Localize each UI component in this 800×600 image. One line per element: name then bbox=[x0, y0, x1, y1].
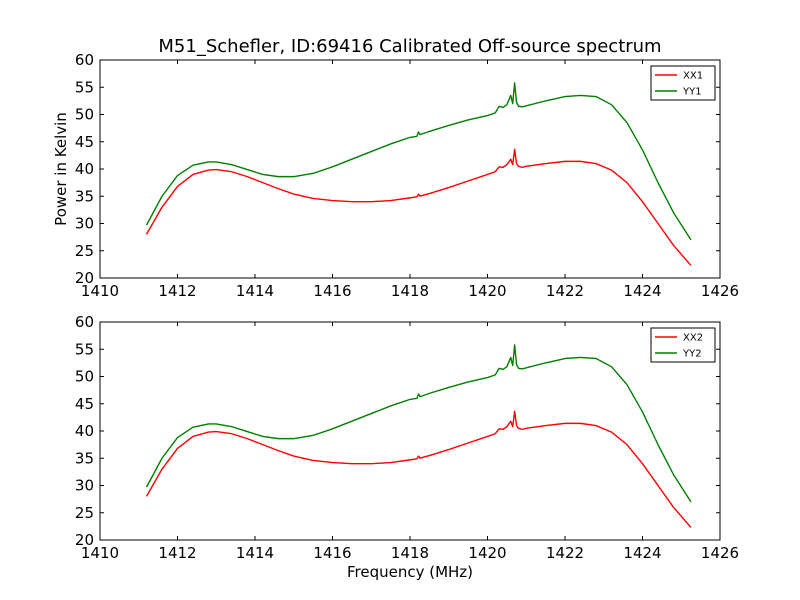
y-tick-label: 25 bbox=[75, 242, 94, 260]
x-tick-label: 1420 bbox=[468, 544, 506, 562]
y-tick-label: 30 bbox=[75, 215, 94, 233]
x-tick-label: 1412 bbox=[158, 544, 196, 562]
y-tick-label: 40 bbox=[75, 160, 94, 178]
legend-box bbox=[650, 65, 716, 101]
legend-box bbox=[650, 327, 716, 363]
y-tick-label: 45 bbox=[75, 395, 94, 413]
series-line-yy1 bbox=[145, 82, 692, 241]
legend-label-yy2: YY2 bbox=[682, 349, 702, 360]
x-tick-label: 1410 bbox=[81, 544, 119, 562]
x-tick-label: 1422 bbox=[546, 544, 584, 562]
x-tick-label: 1424 bbox=[623, 544, 661, 562]
x-tick-label: 1422 bbox=[546, 282, 584, 300]
chart-panel-2: 1410 1412 1414 1416 1418 1420 1422 1424 1426 20 25… bbox=[75, 313, 739, 581]
figure-title: M51_Schefler, ID:69416 Calibrated Off-so… bbox=[158, 36, 661, 57]
x-tick-label: 1418 bbox=[391, 544, 429, 562]
series-line-xx1 bbox=[145, 148, 692, 266]
y-tick-label: 40 bbox=[75, 422, 94, 440]
legend-label-xx2: XX2 bbox=[683, 333, 703, 344]
y-tick-label: 60 bbox=[75, 51, 94, 69]
y-tick-label: 50 bbox=[75, 368, 94, 386]
y-tick-label: 55 bbox=[75, 340, 94, 358]
x-tick-label: 1416 bbox=[313, 544, 351, 562]
x-tick-label: 1412 bbox=[158, 282, 196, 300]
y-tick-label: 45 bbox=[75, 133, 94, 151]
x-tick-label: 1410 bbox=[81, 282, 119, 300]
y-tick-label: 50 bbox=[75, 106, 94, 124]
y-tick-label: 20 bbox=[75, 531, 94, 549]
x-tick-label: 1426 bbox=[701, 544, 739, 562]
y-tick-label: 60 bbox=[75, 313, 94, 331]
y-tick-label: 55 bbox=[75, 78, 94, 96]
legend-label-xx1: XX1 bbox=[683, 71, 703, 82]
x-axis-label: Frequency (MHz) bbox=[347, 563, 473, 581]
y-tick-label: 35 bbox=[75, 449, 94, 467]
y-tick-label: 30 bbox=[75, 477, 94, 495]
y-tick-label: 25 bbox=[75, 504, 94, 522]
x-tick-label: 1414 bbox=[236, 282, 274, 300]
x-tick-label: 1424 bbox=[623, 282, 661, 300]
y-tick-label: 35 bbox=[75, 187, 94, 205]
x-tick-label: 1426 bbox=[701, 282, 739, 300]
legend-label-yy1: YY1 bbox=[682, 87, 702, 98]
series-line-xx2 bbox=[145, 410, 692, 528]
x-tick-label: 1414 bbox=[236, 544, 274, 562]
series-line-yy2 bbox=[145, 344, 692, 503]
y-tick-label: 20 bbox=[75, 269, 94, 287]
x-tick-label: 1420 bbox=[468, 282, 506, 300]
y-axis-label: Power in Kelvin bbox=[52, 112, 70, 226]
chart-panel-1: 1410 1412 1414 1416 1418 1420 1422 1424 1426 20 25… bbox=[52, 51, 739, 300]
x-tick-label: 1416 bbox=[313, 282, 351, 300]
x-tick-label: 1418 bbox=[391, 282, 429, 300]
